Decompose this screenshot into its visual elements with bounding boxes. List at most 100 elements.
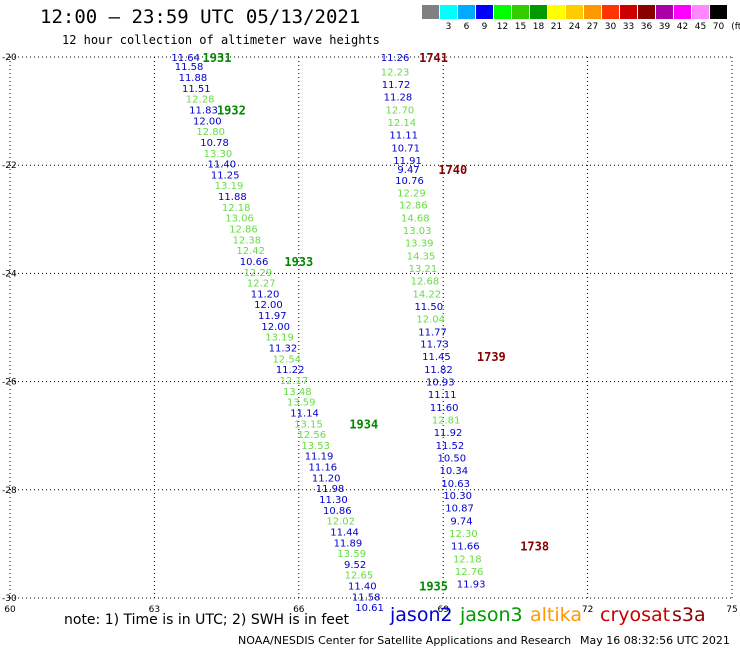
wave-height-label: 11.66 [451,542,480,553]
wave-height-label: 12.29 [397,188,426,199]
wave-height-label: 13.06 [225,214,254,225]
time-marker: 1740 [438,163,467,177]
x-tick-label: 66 [293,605,305,615]
scale-label: 42 [676,22,689,32]
wave-height-label: 11.91 [393,156,422,167]
x-tick-label: 63 [149,605,160,615]
wave-height-label: 13.19 [215,181,244,192]
x-tick-label: 60 [4,605,16,615]
wave-height-label: 10.50 [438,453,467,464]
wave-height-label: 11.40 [348,582,377,593]
scale-label: 3 [445,22,452,32]
x-tick-label: 75 [726,605,737,615]
wave-height-label: 12.65 [345,571,374,582]
wave-height-label: 11.20 [312,473,341,484]
scale-label: 9 [481,22,488,32]
wave-height-label: 11.60 [430,403,459,414]
wave-height-label: 10.66 [240,257,269,268]
scale-label: 45 [694,22,707,32]
wave-height-label: 12.42 [236,246,265,257]
wave-height-label: 11.22 [276,365,305,376]
wave-height-label: 14.35 [407,252,436,263]
wave-height-label: 13.53 [301,441,330,452]
wave-height-label: 10.63 [441,479,470,490]
wave-height-label: 12.76 [455,567,484,578]
scale-swatch [710,5,727,19]
satellite-legend-item: jason3 [460,604,523,626]
wave-height-label: 12.70 [386,105,415,116]
scale-swatch [584,5,601,19]
satellite-legend-item: jason2 [390,604,453,626]
time-marker: 1741 [419,51,448,65]
wave-height-label: 12.00 [193,116,222,127]
time-marker: 1935 [419,580,448,594]
scale-swatch [530,5,547,19]
scale-label: 27 [586,22,599,32]
wave-height-label: 9.74 [450,517,472,528]
wave-height-label: 11.19 [305,452,334,463]
wave-height-label: 13.59 [287,398,316,409]
time-marker: 1932 [217,103,246,117]
wave-height-label: 13.59 [337,549,366,560]
wave-height-label: 12.27 [247,279,276,290]
wave-height-label: 11.40 [207,160,236,171]
wave-height-label: 9.52 [344,560,366,571]
wave-height-label: 11.73 [420,340,449,351]
timestamp-text: May 16 08:32:56 UTC 2021 [580,634,730,647]
wave-height-label: 12.04 [416,314,445,325]
wave-height-label: 12.54 [272,354,301,365]
wave-height-label: 13.39 [405,239,434,250]
wave-height-label: 10.86 [323,506,352,517]
wave-height-label: 12.80 [196,127,225,138]
wave-height-label: 9.47 [397,165,419,176]
wave-height-label: 11.25 [211,170,240,181]
wave-height-label: 10.93 [426,378,455,389]
wave-height-label: 12.00 [254,300,283,311]
scale-swatch [440,5,457,19]
scale-swatch [692,5,709,19]
wave-height-label: 13.30 [204,149,233,160]
wave-height-label: 12.30 [449,529,478,540]
scale-swatch [494,5,511,19]
wave-height-label: 11.30 [319,495,348,506]
y-tick-label: -30 [2,594,17,604]
wave-height-label: 11.92 [434,428,463,439]
wave-height-label: 12.00 [261,322,290,333]
scale-swatch [566,5,583,19]
wave-height-label: 11.88 [218,192,247,203]
satellite-legend-item: cryosat [600,604,671,626]
wave-height-label: 10.61 [355,603,384,614]
scale-label: 21 [550,22,563,32]
wave-height-label: 10.71 [391,143,420,154]
scale-swatch [620,5,637,19]
wave-height-label: 11.26 [381,53,410,64]
chart-subtitle: 12 hour collection of altimeter wave hei… [62,33,380,47]
wave-height-label: 11.51 [182,84,211,95]
scale-label: 39 [658,22,671,32]
satellite-legend-item: altika [530,604,582,626]
wave-height-label: 11.50 [414,302,443,313]
wave-height-label: 11.58 [352,592,381,603]
scale-label: 24 [568,22,581,32]
wave-height-labels: 11.6411.5811.8811.5112.2811.8312.0012.80… [171,53,485,614]
wave-height-label: 12.14 [387,118,416,129]
footer-note: note: 1) Time is in UTC; 2) SWH is in fe… [64,612,350,628]
wave-height-label: 12.86 [229,224,258,235]
wave-height-label: 12.23 [381,68,410,79]
wave-height-label: 11.45 [422,352,451,363]
wave-height-label: 11.20 [251,289,280,300]
wave-height-label: 11.28 [384,92,413,103]
x-tick-label: 72 [582,605,593,615]
chart-title: 12:00 – 23:59 UTC 05/13/2021 [40,6,361,28]
scale-label: 70 [712,22,725,32]
scale-label: 36 [640,22,653,32]
wave-height-label: 11.14 [290,408,319,419]
wave-height-label: 11.72 [382,80,411,91]
scale-label: 15 [514,22,527,32]
wave-height-label: 13.21 [409,264,438,275]
wave-height-label: 14.22 [413,289,442,300]
wave-height-label: 11.89 [334,538,363,549]
scale-swatch [674,5,691,19]
wave-height-label: 13.48 [283,387,312,398]
scale-unit: (ft) [731,22,740,32]
